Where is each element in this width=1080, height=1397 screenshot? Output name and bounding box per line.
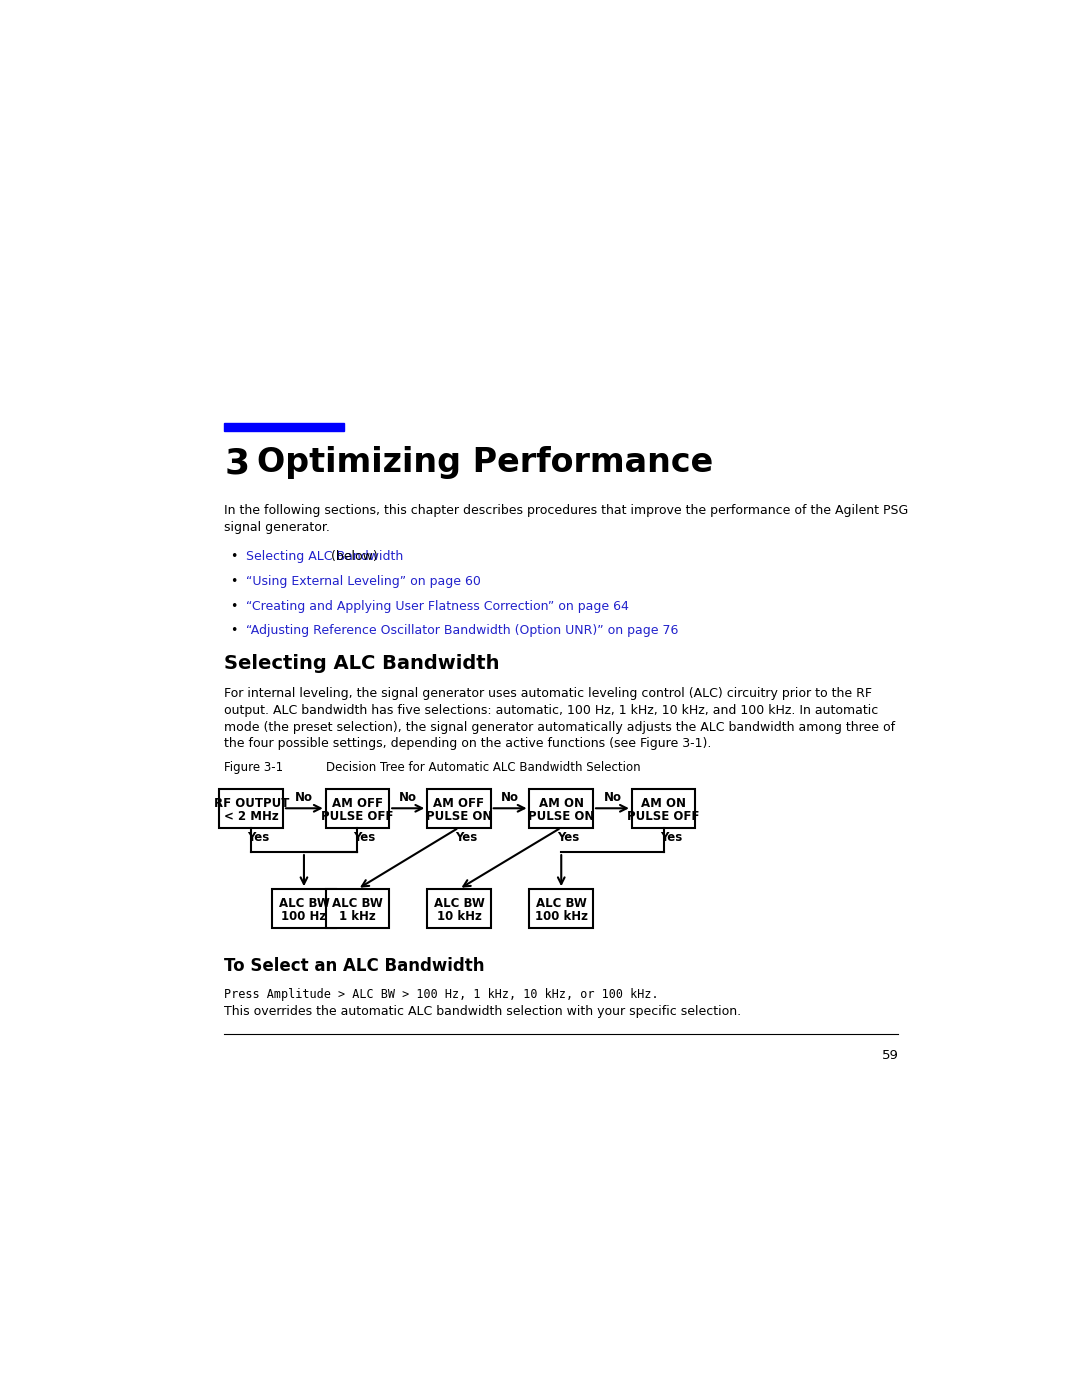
Text: Selecting ALC Bandwidth: Selecting ALC Bandwidth: [246, 550, 403, 563]
Bar: [272, 888, 336, 928]
Text: 3: 3: [225, 447, 249, 481]
Text: PULSE ON: PULSE ON: [528, 810, 594, 823]
Text: 100 kHz: 100 kHz: [535, 911, 588, 923]
Text: Yes: Yes: [557, 831, 580, 844]
Bar: [225, 423, 345, 432]
Text: For internal leveling, the signal generator uses automatic leveling control (ALC: For internal leveling, the signal genera…: [225, 687, 873, 700]
Text: ALC BW: ALC BW: [433, 897, 485, 911]
Text: •: •: [230, 550, 238, 563]
Text: Yes: Yes: [353, 831, 376, 844]
Text: ALC BW: ALC BW: [279, 897, 329, 911]
Bar: [529, 888, 593, 928]
Text: •: •: [230, 599, 238, 613]
Text: PULSE OFF: PULSE OFF: [321, 810, 393, 823]
Text: 1 kHz: 1 kHz: [339, 911, 376, 923]
Text: Selecting ALC Bandwidth: Selecting ALC Bandwidth: [225, 654, 500, 673]
Text: In the following sections, this chapter describes procedures that improve the pe: In the following sections, this chapter …: [225, 504, 908, 517]
Text: AM ON: AM ON: [539, 798, 584, 810]
Text: mode (the preset selection), the signal generator automatically adjusts the ALC : mode (the preset selection), the signal …: [225, 721, 895, 733]
Bar: [428, 888, 490, 928]
Bar: [326, 888, 389, 928]
Text: RF OUTPUT: RF OUTPUT: [214, 798, 289, 810]
Text: “Adjusting Reference Oscillator Bandwidth (Option UNR)” on page 76: “Adjusting Reference Oscillator Bandwidt…: [246, 624, 678, 637]
Text: Yes: Yes: [247, 831, 270, 844]
Text: ALC BW: ALC BW: [536, 897, 586, 911]
Text: the four possible settings, depending on the active functions (see Figure 3-1).: the four possible settings, depending on…: [225, 738, 712, 750]
Text: Yes: Yes: [455, 831, 477, 844]
Text: No: No: [400, 792, 417, 805]
Text: No: No: [295, 792, 313, 805]
Bar: [428, 789, 490, 827]
Text: output. ALC bandwidth has five selections: automatic, 100 Hz, 1 kHz, 10 kHz, and: output. ALC bandwidth has five selection…: [225, 704, 878, 717]
Text: AM OFF: AM OFF: [433, 798, 485, 810]
Text: Figure 3-1: Figure 3-1: [225, 760, 283, 774]
Text: 59: 59: [881, 1049, 899, 1062]
Text: •: •: [230, 576, 238, 588]
Text: Yes: Yes: [660, 831, 681, 844]
Text: To Select an ALC Bandwidth: To Select an ALC Bandwidth: [225, 957, 485, 975]
Text: •: •: [230, 624, 238, 637]
Text: < 2 MHz: < 2 MHz: [224, 810, 279, 823]
Text: No: No: [604, 792, 621, 805]
Bar: [529, 789, 593, 827]
Text: AM OFF: AM OFF: [332, 798, 383, 810]
Text: Decision Tree for Automatic ALC Bandwidth Selection: Decision Tree for Automatic ALC Bandwidt…: [326, 760, 642, 774]
Text: No: No: [501, 792, 519, 805]
Text: PULSE ON: PULSE ON: [426, 810, 492, 823]
Text: PULSE OFF: PULSE OFF: [627, 810, 700, 823]
Text: 10 kHz: 10 kHz: [436, 911, 482, 923]
Bar: [326, 789, 389, 827]
Text: ALC BW: ALC BW: [332, 897, 383, 911]
Text: AM ON: AM ON: [642, 798, 686, 810]
Text: Optimizing Performance: Optimizing Performance: [257, 447, 713, 479]
Bar: [632, 789, 696, 827]
Text: 100 Hz: 100 Hz: [281, 911, 326, 923]
Text: (below): (below): [326, 550, 377, 563]
Text: “Using External Leveling” on page 60: “Using External Leveling” on page 60: [246, 576, 481, 588]
Text: “Creating and Applying User Flatness Correction” on page 64: “Creating and Applying User Flatness Cor…: [246, 599, 629, 613]
Bar: [219, 789, 283, 827]
Text: Press Amplitude > ALC BW > 100 Hz, 1 kHz, 10 kHz, or 100 kHz.: Press Amplitude > ALC BW > 100 Hz, 1 kHz…: [225, 988, 659, 1000]
Text: signal generator.: signal generator.: [225, 521, 330, 534]
Text: This overrides the automatic ALC bandwidth selection with your specific selectio: This overrides the automatic ALC bandwid…: [225, 1004, 741, 1017]
